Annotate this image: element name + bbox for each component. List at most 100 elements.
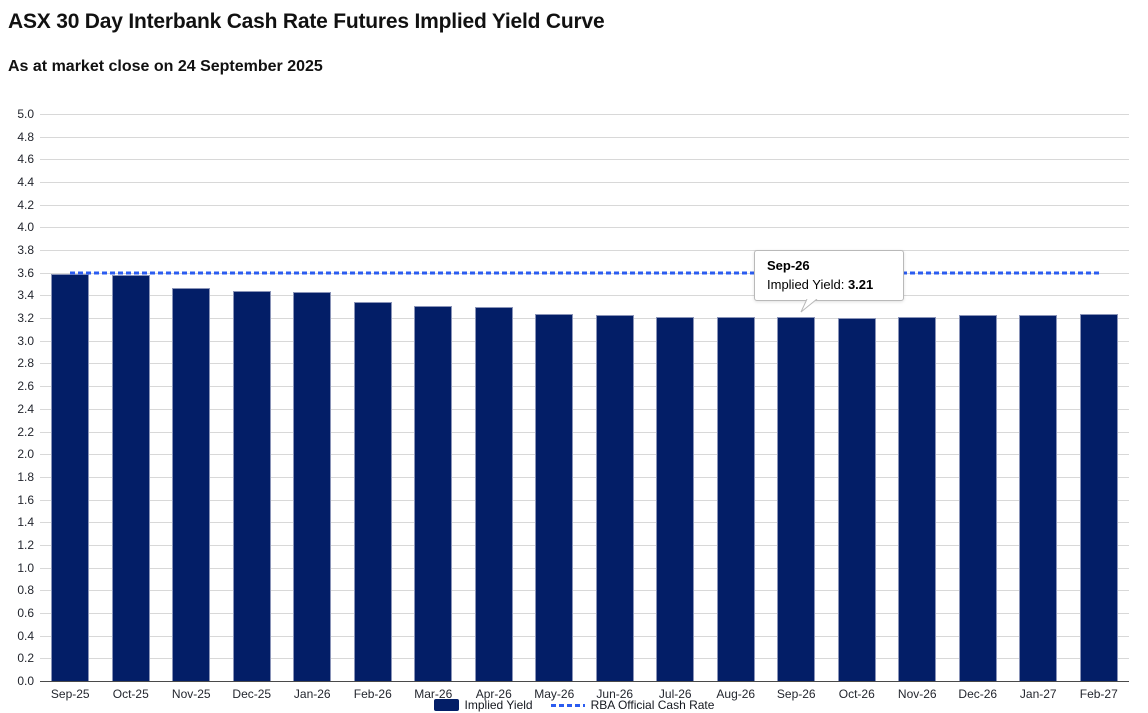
bar-sep-26[interactable] [777, 317, 816, 681]
legend-item-rba-cash-rate[interactable]: RBA Official Cash Rate [550, 698, 714, 712]
bar-mar-26[interactable] [414, 305, 453, 681]
x-axis: Sep-25 Oct-25 Nov-25 Dec-25 Jan-26 Feb-26 Mar-… [40, 681, 1129, 701]
bar-slot [948, 114, 1009, 681]
x-axis-label: Dec-25 [232, 687, 272, 701]
x-axis-label: Nov-26 [897, 687, 937, 701]
bar-slot [524, 114, 585, 681]
bar-oct-25[interactable] [111, 275, 150, 681]
bar-may-26[interactable] [535, 313, 574, 681]
y-axis-tick-label: 2.2 [17, 424, 34, 439]
gridline [40, 363, 1129, 365]
bar-slot [645, 114, 706, 681]
y-axis-tick-label: 4.4 [17, 175, 34, 190]
y-axis-tick-label: 3.2 [17, 311, 34, 326]
rba-dashed-line-icon [550, 703, 585, 707]
bar-apr-26[interactable] [474, 306, 513, 681]
gridline [40, 408, 1129, 410]
gridline [40, 567, 1129, 569]
bar-nov-25[interactable] [172, 287, 211, 681]
y-axis-tick-label: 3.6 [17, 265, 34, 280]
bar-aug-26[interactable] [716, 317, 755, 681]
y-axis-tick-label: 0.6 [17, 605, 34, 620]
x-axis-label: Jun-26 [596, 687, 634, 701]
x-axis-label: Jul-26 [658, 687, 692, 701]
bar-jun-26[interactable] [595, 314, 634, 681]
y-axis-tick-label: 1.6 [17, 492, 34, 507]
gridline [40, 522, 1129, 524]
legend-label-implied-yield: Implied Yield [464, 698, 533, 712]
gridline [40, 590, 1129, 592]
bar-dec-25[interactable] [232, 290, 271, 681]
y-axis-tick-label: 0.2 [17, 651, 34, 666]
bar-feb-27[interactable] [1079, 313, 1118, 681]
gridline [40, 159, 1129, 161]
y-axis-tick-label: 3.0 [17, 333, 34, 348]
gridline [40, 658, 1129, 660]
bar-slot [887, 114, 948, 681]
y-axis-tick-label: 4.6 [17, 152, 34, 167]
y-axis-tick-label: 4.2 [17, 197, 34, 212]
gridline [40, 386, 1129, 388]
bar-slot [766, 114, 827, 681]
gridline [40, 318, 1129, 320]
gridline [40, 227, 1129, 229]
y-axis-tick-label: 2.6 [17, 379, 34, 394]
y-axis-tick-label: 2.4 [17, 401, 34, 416]
x-axis-label: Sep-26 [776, 687, 816, 701]
bar-slot [101, 114, 162, 681]
x-axis-label: Mar-26 [414, 687, 453, 701]
y-axis-tick-label: 3.8 [17, 243, 34, 258]
gridline [40, 340, 1129, 342]
gridline [40, 114, 1129, 115]
plot-area [40, 114, 1129, 682]
bar-dec-26[interactable] [958, 314, 997, 681]
bar-jan-26[interactable] [293, 292, 332, 681]
x-axis-label: Dec-26 [958, 687, 998, 701]
y-axis-tick-label: 1.8 [17, 469, 34, 484]
gridline [40, 612, 1129, 614]
bar-slot [827, 114, 888, 681]
x-axis-label: Sep-25 [50, 687, 90, 701]
bar-jul-26[interactable] [656, 317, 695, 681]
gridline [40, 476, 1129, 478]
gridline [40, 136, 1129, 138]
x-axis-label: Nov-25 [171, 687, 211, 701]
y-axis-tick-label: 4.0 [17, 220, 34, 235]
x-axis-label: Apr-26 [475, 687, 512, 701]
x-axis-label: Aug-26 [716, 687, 756, 701]
bar-slot [464, 114, 525, 681]
y-axis-tick-label: 1.4 [17, 515, 34, 530]
gridline [40, 544, 1129, 546]
bar-feb-26[interactable] [353, 302, 392, 681]
y-axis-tick-label: 0.4 [17, 628, 34, 643]
bar-nov-26[interactable] [898, 317, 937, 681]
bar-slot [585, 114, 646, 681]
tooltip: Sep-26 Implied Yield: 3.21 [754, 250, 904, 313]
gridline [40, 635, 1129, 637]
y-axis-tick-label: 1.0 [17, 560, 34, 575]
chart-title: ASX 30 Day Interbank Cash Rate Futures I… [8, 10, 605, 33]
chart-subtitle: As at market close on 24 September 2025 [8, 58, 323, 75]
y-axis-tick-label: 2.0 [17, 447, 34, 462]
bars-row [40, 114, 1129, 681]
bar-slot [1008, 114, 1069, 681]
y-axis-tick-label: 2.8 [17, 356, 34, 371]
gridline [40, 295, 1129, 297]
x-axis-label: Oct-25 [112, 687, 149, 701]
bar-slot [282, 114, 343, 681]
gridline [40, 204, 1129, 206]
bar-sep-25[interactable] [51, 273, 90, 681]
gridline [40, 431, 1129, 433]
y-axis-tick-label: 1.2 [17, 537, 34, 552]
bar-slot [40, 114, 101, 681]
legend-item-implied-yield[interactable]: Implied Yield [433, 698, 533, 712]
bar-jan-27[interactable] [1019, 314, 1058, 681]
gridline [40, 499, 1129, 501]
y-axis-tick-label: 4.8 [17, 129, 34, 144]
gridline [40, 250, 1129, 252]
tooltip-category: Sep-26 [767, 258, 810, 273]
x-axis-label: Oct-26 [838, 687, 875, 701]
bar-slot [161, 114, 222, 681]
bar-oct-26[interactable] [837, 318, 876, 681]
rba-cash-rate-line [70, 271, 1099, 275]
